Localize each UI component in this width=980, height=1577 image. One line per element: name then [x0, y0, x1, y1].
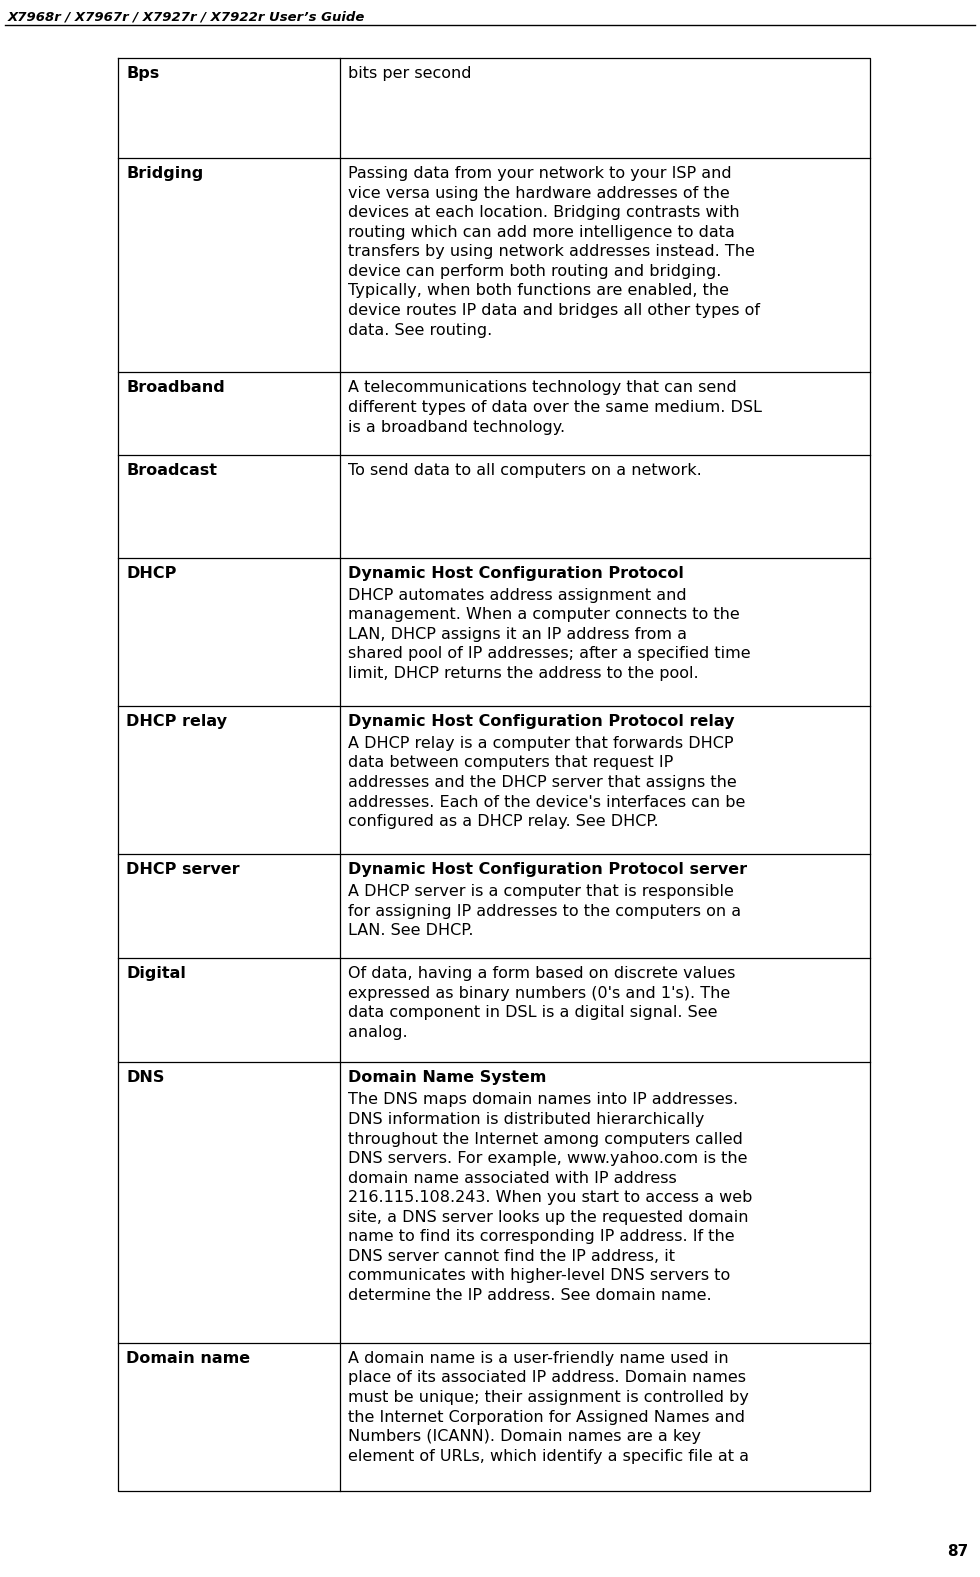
Text: X7968r / X7967r / X7927r / X7922r User’s Guide: X7968r / X7967r / X7927r / X7922r User’s… [8, 9, 366, 24]
Text: Broadband: Broadband [126, 380, 224, 396]
Text: DHCP relay: DHCP relay [126, 714, 227, 729]
Text: A DHCP relay is a computer that forwards DHCP
data between computers that reques: A DHCP relay is a computer that forwards… [348, 736, 745, 830]
Text: A DHCP server is a computer that is responsible
for assigning IP addresses to th: A DHCP server is a computer that is resp… [348, 885, 741, 938]
Text: Domain name: Domain name [126, 1351, 250, 1366]
Text: Dynamic Host Configuration Protocol relay: Dynamic Host Configuration Protocol rela… [348, 714, 734, 729]
Text: DNS: DNS [126, 1071, 165, 1085]
Text: Passing data from your network to your ISP and
vice versa using the hardware add: Passing data from your network to your I… [348, 166, 760, 337]
Text: Broadcast: Broadcast [126, 462, 217, 478]
Text: A telecommunications technology that can send
different types of data over the s: A telecommunications technology that can… [348, 380, 761, 435]
Text: Bridging: Bridging [126, 166, 203, 181]
Text: DHCP: DHCP [126, 566, 176, 580]
Text: bits per second: bits per second [348, 66, 471, 80]
Text: Dynamic Host Configuration Protocol: Dynamic Host Configuration Protocol [348, 566, 684, 580]
Text: Of data, having a form based on discrete values
expressed as binary numbers (0's: Of data, having a form based on discrete… [348, 967, 735, 1039]
Text: Bps: Bps [126, 66, 159, 80]
Text: 87: 87 [947, 1544, 968, 1560]
Text: Dynamic Host Configuration Protocol server: Dynamic Host Configuration Protocol serv… [348, 863, 747, 877]
Text: DHCP server: DHCP server [126, 863, 240, 877]
Text: The DNS maps domain names into IP addresses.
DNS information is distributed hier: The DNS maps domain names into IP addres… [348, 1093, 753, 1303]
Text: DHCP automates address assignment and
management. When a computer connects to th: DHCP automates address assignment and ma… [348, 588, 751, 681]
Text: Digital: Digital [126, 967, 186, 981]
Text: A domain name is a user-friendly name used in
place of its associated IP address: A domain name is a user-friendly name us… [348, 1351, 749, 1463]
Text: Domain Name System: Domain Name System [348, 1071, 546, 1085]
Text: To send data to all computers on a network.: To send data to all computers on a netwo… [348, 462, 702, 478]
